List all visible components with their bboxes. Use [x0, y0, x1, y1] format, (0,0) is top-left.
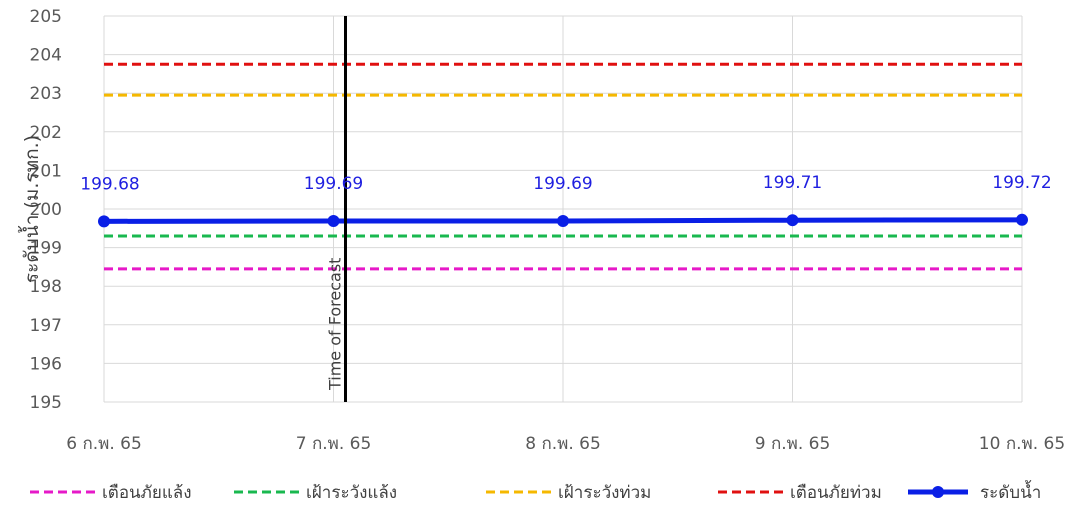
y-tick-label: 204: [30, 46, 62, 66]
y-tick-label: 200: [30, 200, 62, 220]
legend-label: เตือนภัยแล้ง: [102, 483, 192, 503]
y-tick-label: 205: [30, 7, 62, 27]
y-tick-label: 202: [30, 123, 62, 143]
x-tick-label: 9 ก.พ. 65: [755, 434, 831, 454]
data-point: [98, 215, 110, 228]
data-labels: 199.68 199.69 199.69 199.71 199.72: [80, 173, 1051, 195]
legend-label: เฝ้าระวังแล้ง: [306, 483, 397, 503]
legend-item: เตือนภัยแล้ง: [30, 483, 192, 503]
y-tick-label: 195: [30, 393, 62, 413]
x-tick-label: 8 ก.พ. 65: [525, 434, 601, 454]
x-tick-label: 10 ก.พ. 65: [979, 434, 1065, 454]
legend-item: เฝ้าระวังแล้ง: [234, 483, 397, 503]
y-tick-label: 203: [30, 84, 62, 104]
legend-item: เตือนภัยท่วม: [718, 483, 882, 503]
y-tick-labels: 195 196 197 198 199 200 201 202 203 204 205: [30, 7, 62, 413]
grid: [103, 15, 1023, 403]
x-tick-labels: 6 ก.พ. 65 7 ก.พ. 65 8 ก.พ. 65 9 ก.พ. 65 10 ก…: [66, 434, 1065, 454]
data-label: 199.72: [992, 173, 1051, 193]
legend-item: ระดับน้ำ: [908, 480, 1041, 503]
legend-label: เฝ้าระวังท่วม: [558, 483, 651, 503]
data-point: [786, 214, 799, 227]
data-label: 199.69: [533, 174, 592, 194]
y-tick-label: 197: [30, 316, 62, 336]
y-tick-label: 199: [30, 239, 62, 259]
forecast-annotation: Time of Forecast: [326, 16, 347, 402]
legend-marker: [932, 486, 944, 498]
y-tick-label: 201: [30, 161, 62, 181]
data-point: [327, 214, 340, 227]
legend: เตือนภัยแล้ง เฝ้าระวังแล้ง เฝ้าระวังท่วม เต…: [30, 480, 1041, 503]
data-label: 199.71: [763, 173, 822, 193]
legend-label: ระดับน้ำ: [980, 480, 1041, 503]
x-tick-label: 7 ก.พ. 65: [296, 434, 372, 454]
legend-label: เตือนภัยท่วม: [790, 483, 882, 503]
data-point: [557, 214, 569, 227]
series-layer: [98, 62, 1028, 271]
y-tick-label: 196: [30, 354, 62, 374]
x-tick-label: 6 ก.พ. 65: [66, 434, 142, 454]
y-tick-label: 198: [30, 277, 62, 297]
data-label: 199.69: [304, 174, 363, 194]
forecast-label: Time of Forecast: [326, 258, 345, 391]
data-point: [1016, 213, 1028, 226]
data-label: 199.68: [80, 174, 139, 194]
y-axis-label: ระดับน้ำ (ม.รทก.): [18, 135, 43, 283]
legend-item: เฝ้าระวังท่วม: [486, 483, 651, 503]
